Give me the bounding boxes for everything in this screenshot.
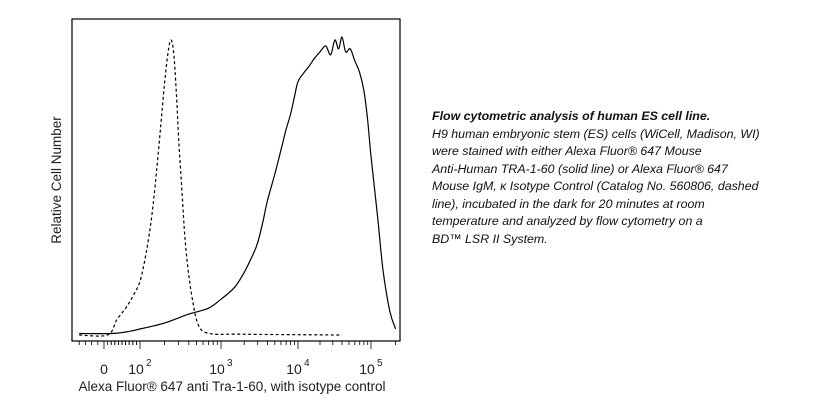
caption-line: Anti-Human TRA-1-60 (solid line) or Alex… <box>432 161 728 176</box>
x-tick-labels: 0 10 2 10 3 10 4 10 5 <box>100 358 383 377</box>
tra-1-60-histogram-line <box>79 36 397 335</box>
caption-line: Mouse IgM, κ Isotype Control (Catalog No… <box>432 179 759 193</box>
y-axis-label: Relative Cell Number <box>49 116 64 244</box>
caption-line: line), incubated in the dark for 20 minu… <box>432 196 705 211</box>
x-tick-exponent: 2 <box>146 358 152 369</box>
plot-frame <box>71 18 401 342</box>
x-tick-label: 10 <box>209 361 225 377</box>
x-tick-exponent: 5 <box>377 358 383 369</box>
x-axis-label: Alexa Fluor® 647 anti Tra-1-60, with iso… <box>78 379 385 394</box>
x-minor-ticks <box>78 341 397 349</box>
x-tick-exponent: 3 <box>227 358 233 369</box>
figure-caption: Flow cytometric analysis of human ES cel… <box>432 108 832 248</box>
caption-line: H9 human embryonic stem (ES) cells (WiCe… <box>432 126 760 141</box>
caption-line: were stained with either Alexa Fluor® 64… <box>432 144 702 158</box>
x-tick-label: 10 <box>359 361 375 377</box>
isotype-control-histogram-line <box>79 39 343 337</box>
x-tick-label: 10 <box>128 361 144 377</box>
x-tick-exponent: 4 <box>304 358 310 369</box>
caption-line: BD™ LSR II System. <box>432 231 548 246</box>
series-layer <box>79 36 397 337</box>
caption-title: Flow cytometric analysis of human ES cel… <box>432 109 711 123</box>
x-tick-label: 10 <box>286 361 302 377</box>
x-tick-label: 0 <box>100 361 108 377</box>
caption-line: temperature and analyzed by flow cytomet… <box>432 214 703 228</box>
